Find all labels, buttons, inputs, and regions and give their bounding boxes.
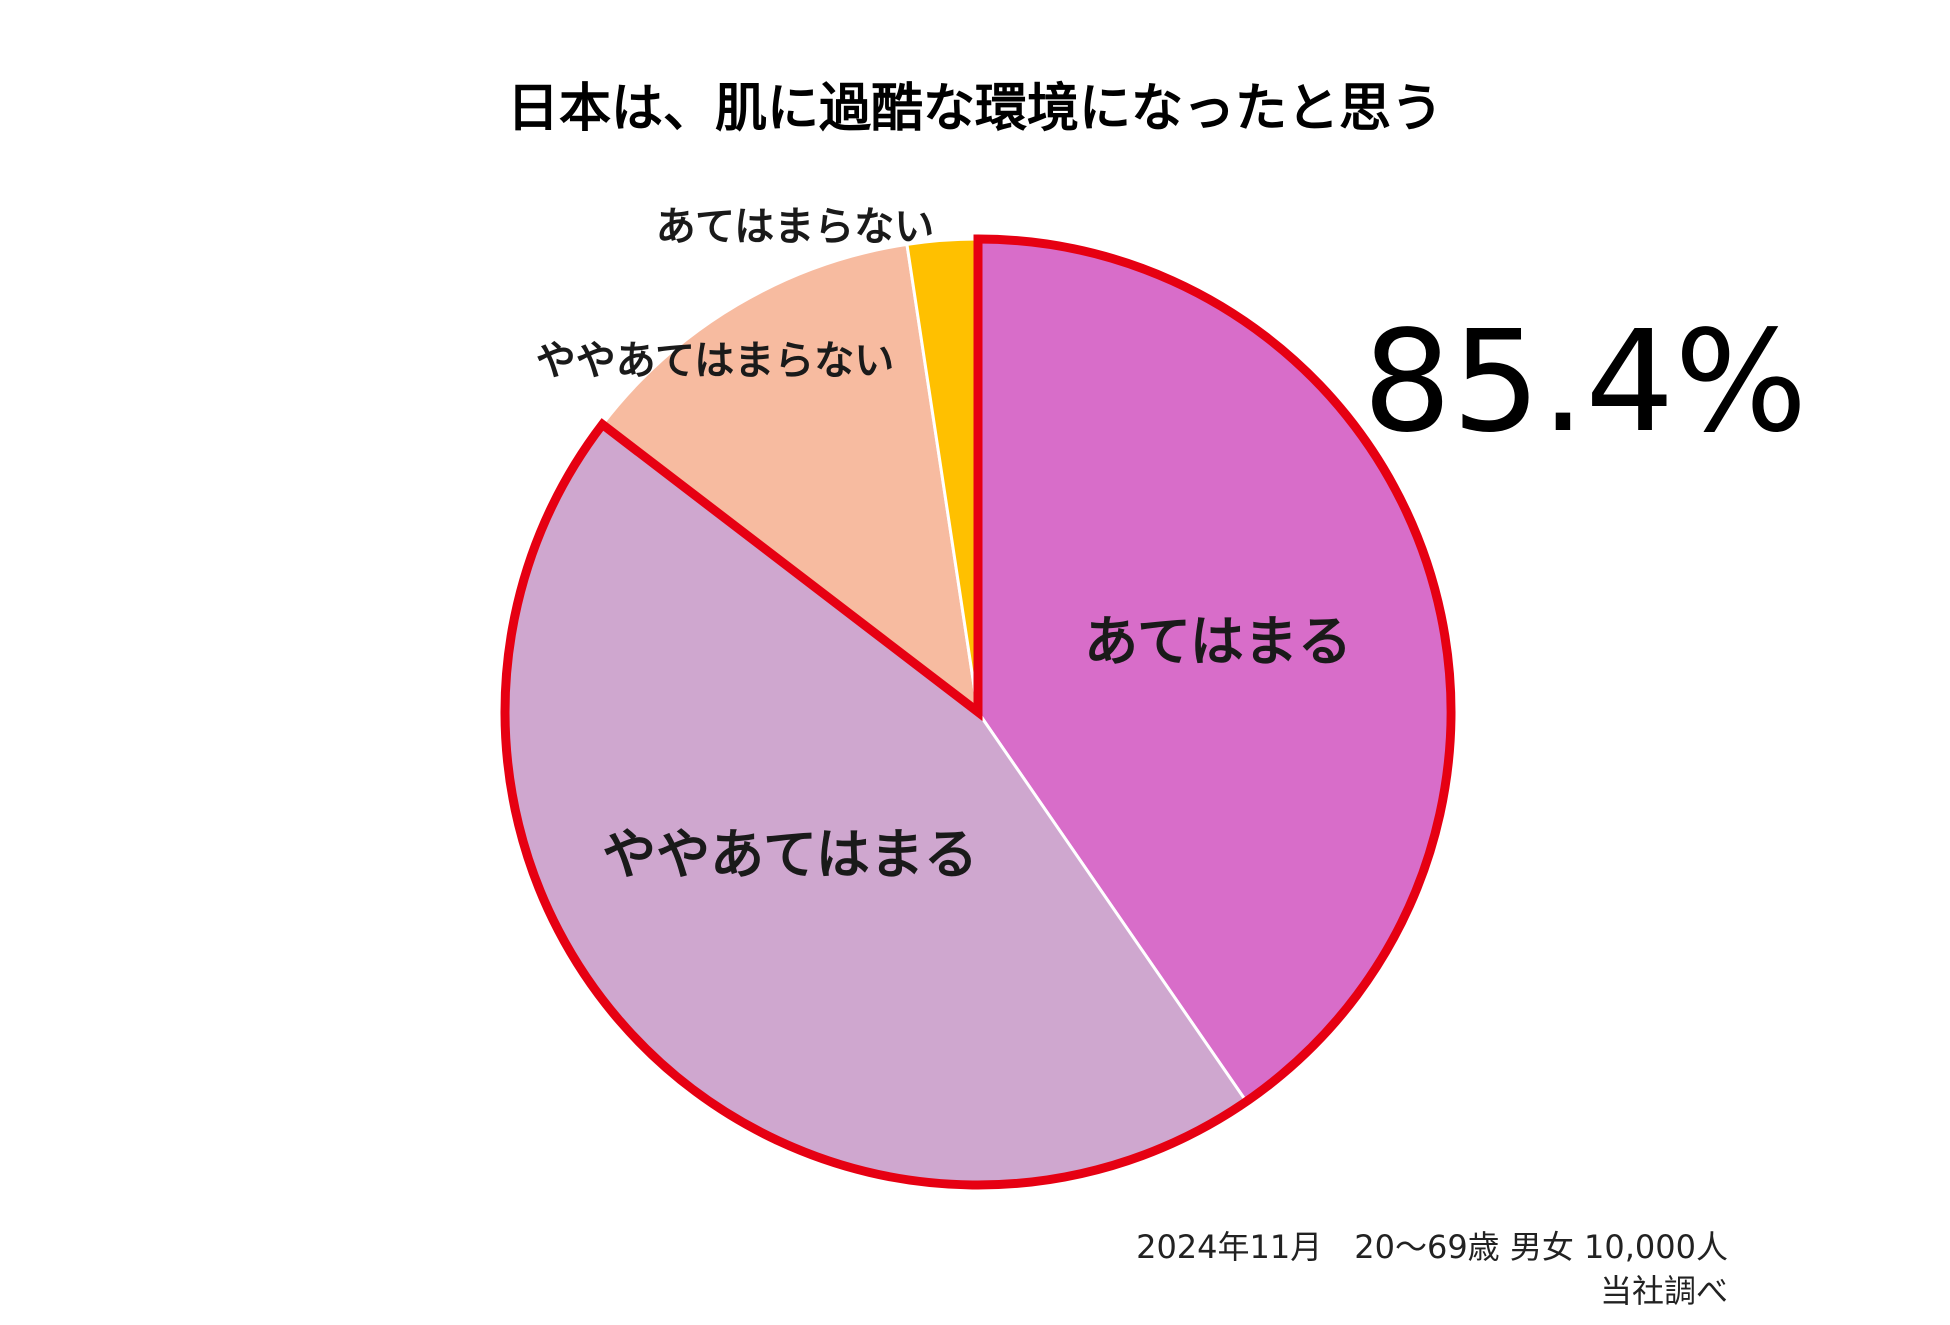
slice-somewhat-disagree (600, 242, 981, 716)
slice-label-disagree: あてはまらない (656, 204, 934, 250)
highlight-percentage: 85.4% (1363, 301, 1808, 464)
slice-label-somewhat-disagree: ややあてはまらない (536, 338, 894, 384)
highlight-outline (500, 234, 1456, 1190)
source-line-2: 当社調べ (1600, 1272, 1728, 1310)
source-line-1: 2024年11月 20～69歳 男女 10,000人 (1136, 1228, 1728, 1266)
chart-title: 日本は、肌に過酷な環境になったと思う (507, 79, 1443, 139)
slice-label-somewhat-agree: ややあてはまる (602, 823, 978, 886)
pie-slices (503, 237, 1453, 1187)
slice-label-agree: あてはまる (1084, 610, 1352, 673)
